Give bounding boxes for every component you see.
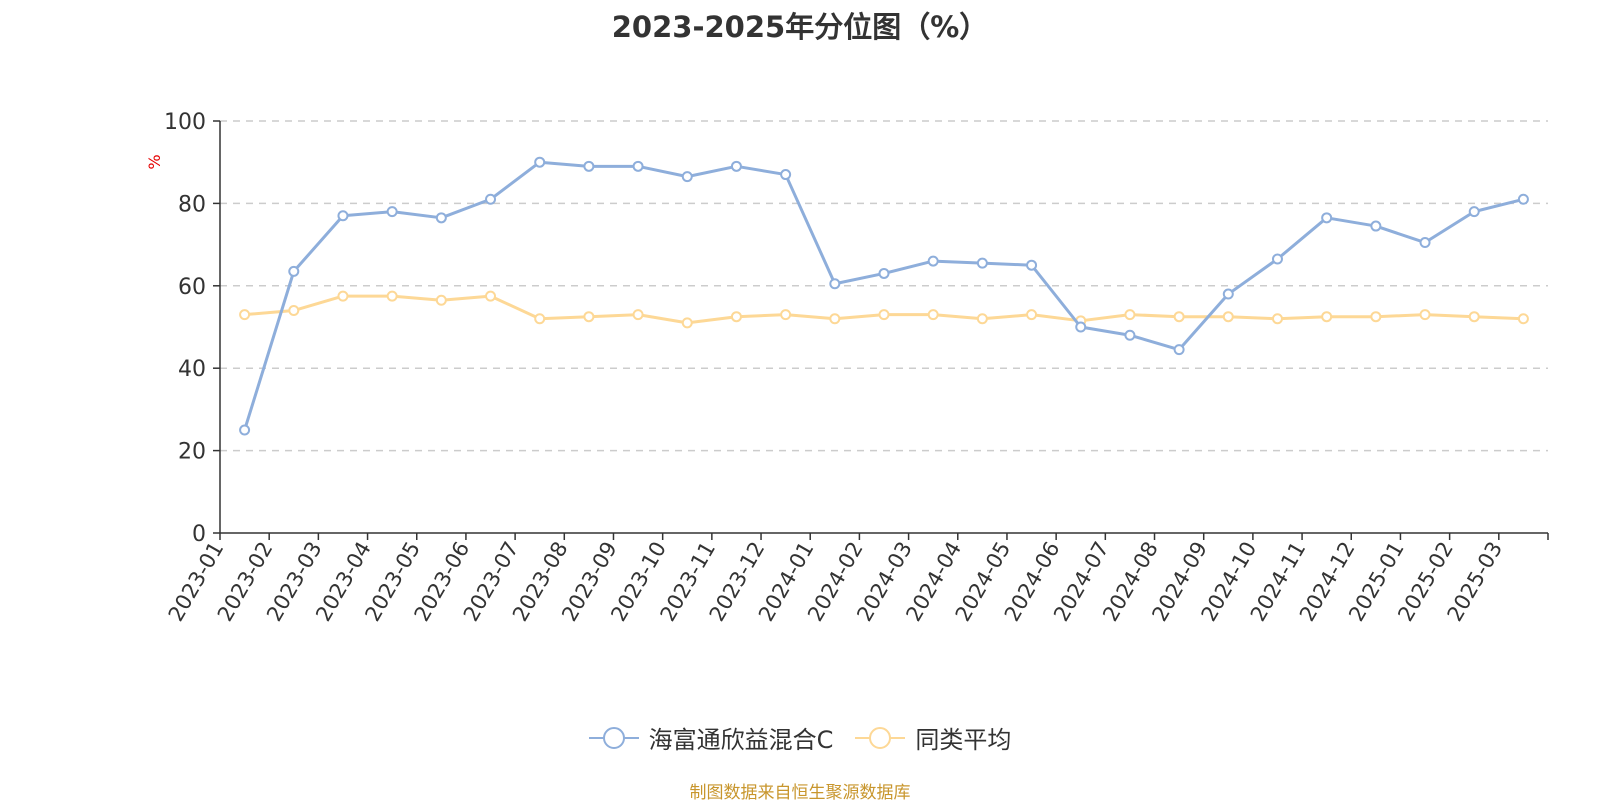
data-point[interactable]	[1222, 288, 1234, 300]
data-point[interactable]	[730, 160, 742, 172]
data-point[interactable]	[288, 265, 300, 277]
data-point[interactable]	[239, 424, 251, 436]
data-point[interactable]	[1468, 311, 1480, 323]
data-point[interactable]	[829, 278, 841, 290]
data-point[interactable]	[829, 313, 841, 325]
data-point[interactable]	[1124, 329, 1136, 341]
data-point[interactable]	[927, 309, 939, 321]
data-point[interactable]	[1419, 237, 1431, 249]
data-point[interactable]	[583, 160, 595, 172]
data-point[interactable]	[1271, 253, 1283, 265]
y-tick-label: 0	[192, 522, 206, 547]
data-point[interactable]	[1271, 313, 1283, 325]
chart-title: 2023-2025年分位图（%）	[611, 10, 989, 44]
series-line-0	[243, 160, 1524, 431]
legend-item-fund[interactable]: 海富通欣益混合C	[588, 720, 834, 755]
y-tick-label: 40	[178, 357, 206, 382]
data-point[interactable]	[632, 160, 644, 172]
data-point[interactable]	[730, 311, 742, 323]
data-point[interactable]	[583, 311, 595, 323]
legend-label-fund: 海富通欣益混合C	[648, 726, 834, 754]
data-point[interactable]	[780, 309, 792, 321]
data-point[interactable]	[878, 267, 890, 279]
y-tick-label: 20	[178, 440, 206, 465]
data-point[interactable]	[681, 171, 693, 183]
data-point[interactable]	[1517, 193, 1529, 205]
data-point[interactable]	[534, 313, 546, 325]
data-point[interactable]	[239, 309, 251, 321]
legend-label-peer-average: 同类平均	[915, 726, 1012, 754]
grid-lines	[220, 120, 1548, 452]
data-point[interactable]	[632, 309, 644, 321]
data-point[interactable]	[1222, 311, 1234, 323]
data-point[interactable]	[1468, 206, 1480, 218]
data-point[interactable]	[435, 212, 447, 224]
data-point[interactable]	[485, 290, 497, 302]
y-axis-unit: %	[145, 154, 164, 169]
y-tick-label: 60	[178, 275, 206, 300]
data-point[interactable]	[1075, 321, 1087, 333]
data-point[interactable]	[976, 257, 988, 269]
data-point[interactable]	[534, 156, 546, 168]
data-point[interactable]	[1321, 212, 1333, 224]
data-point[interactable]	[337, 290, 349, 302]
data-point[interactable]	[1517, 313, 1529, 325]
y-tick-label: 80	[178, 192, 206, 217]
data-point[interactable]	[1370, 311, 1382, 323]
data-point[interactable]	[386, 290, 398, 302]
data-point[interactable]	[1173, 344, 1185, 356]
data-point[interactable]	[1026, 309, 1038, 321]
data-point[interactable]	[780, 169, 792, 181]
data-point[interactable]	[878, 309, 890, 321]
source-note: 制图数据来自恒生聚源数据库	[689, 783, 911, 803]
legend: 海富通欣益混合C 同类平均	[0, 720, 1600, 755]
data-point[interactable]	[1173, 311, 1185, 323]
data-point[interactable]	[681, 317, 693, 329]
legend-item-peer-average[interactable]: 同类平均	[855, 720, 1011, 755]
data-point[interactable]	[1419, 309, 1431, 321]
data-point[interactable]	[337, 210, 349, 222]
data-point[interactable]	[1321, 311, 1333, 323]
data-point[interactable]	[1370, 220, 1382, 232]
data-point[interactable]	[288, 305, 300, 317]
data-point[interactable]	[1026, 259, 1038, 271]
data-point[interactable]	[1124, 309, 1136, 321]
data-point[interactable]	[435, 294, 447, 306]
data-point[interactable]	[386, 206, 398, 218]
y-tick-label: 100	[164, 110, 206, 135]
data-point[interactable]	[976, 313, 988, 325]
data-point[interactable]	[485, 193, 497, 205]
legend-line-marker-icon	[588, 726, 639, 750]
data-point[interactable]	[927, 255, 939, 267]
legend-line-marker-icon	[855, 726, 906, 750]
series-layer	[239, 156, 1529, 436]
